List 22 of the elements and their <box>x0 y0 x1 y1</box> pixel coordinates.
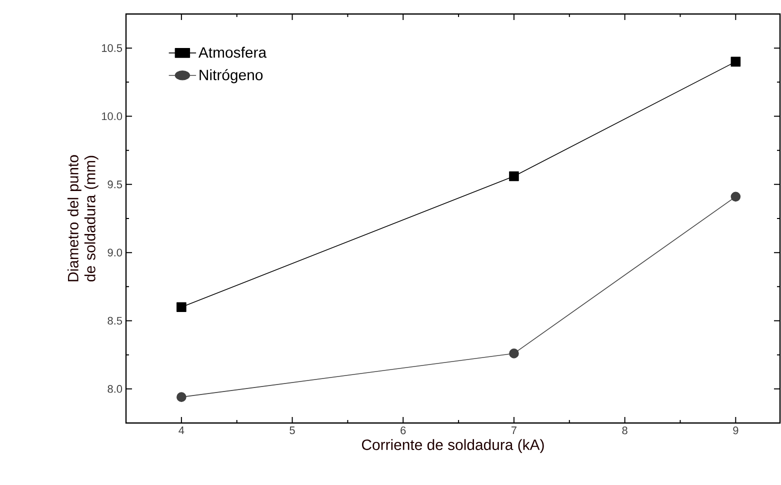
y-tick-label: 9.5 <box>108 180 122 188</box>
x-tick-label: 5 <box>290 426 295 434</box>
x-tick-label: 7 <box>511 426 516 434</box>
x-tick-label: 8 <box>622 426 628 434</box>
point <box>730 56 741 67</box>
y-tick-label: 10.0 <box>102 112 122 120</box>
point <box>509 348 519 358</box>
x-tick-label: 6 <box>400 426 406 434</box>
y-tick-label: 8.0 <box>108 385 122 393</box>
y-tick-label: 8.5 <box>108 316 122 325</box>
y-axis-title: Diametro del punto de soldadura (mm) <box>67 155 98 282</box>
x-tick-label: 4 <box>178 426 184 434</box>
y-tick-label: 10.5 <box>102 44 122 52</box>
point <box>730 192 741 202</box>
point <box>176 392 186 402</box>
x-axis-title: Corriente de soldadura (kA) <box>362 439 544 454</box>
legend-label: Atmosfera <box>198 46 267 58</box>
x-tick-label: 9 <box>733 426 738 434</box>
point <box>509 171 519 182</box>
point <box>176 302 186 312</box>
y-tick-label: 9.0 <box>108 248 122 256</box>
legend-label: Nitrógeno <box>200 69 263 84</box>
